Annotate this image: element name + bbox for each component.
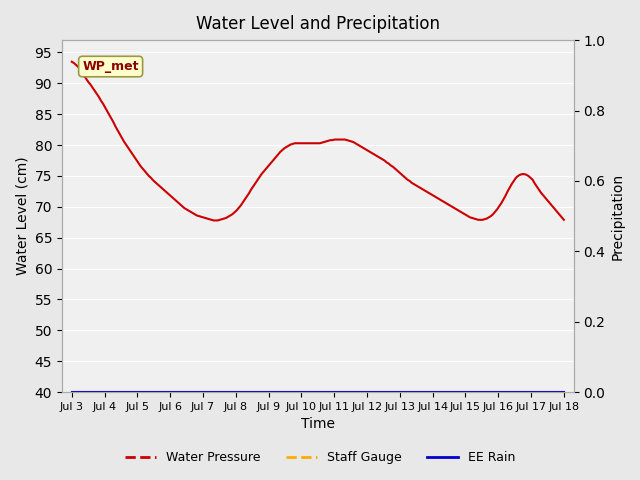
X-axis label: Time: Time bbox=[301, 418, 335, 432]
Title: Water Level and Precipitation: Water Level and Precipitation bbox=[196, 15, 440, 33]
Legend: Water Pressure, Staff Gauge, EE Rain: Water Pressure, Staff Gauge, EE Rain bbox=[120, 446, 520, 469]
Y-axis label: Precipitation: Precipitation bbox=[611, 172, 625, 260]
Text: WP_met: WP_met bbox=[83, 60, 139, 73]
Y-axis label: Water Level (cm): Water Level (cm) bbox=[15, 157, 29, 276]
